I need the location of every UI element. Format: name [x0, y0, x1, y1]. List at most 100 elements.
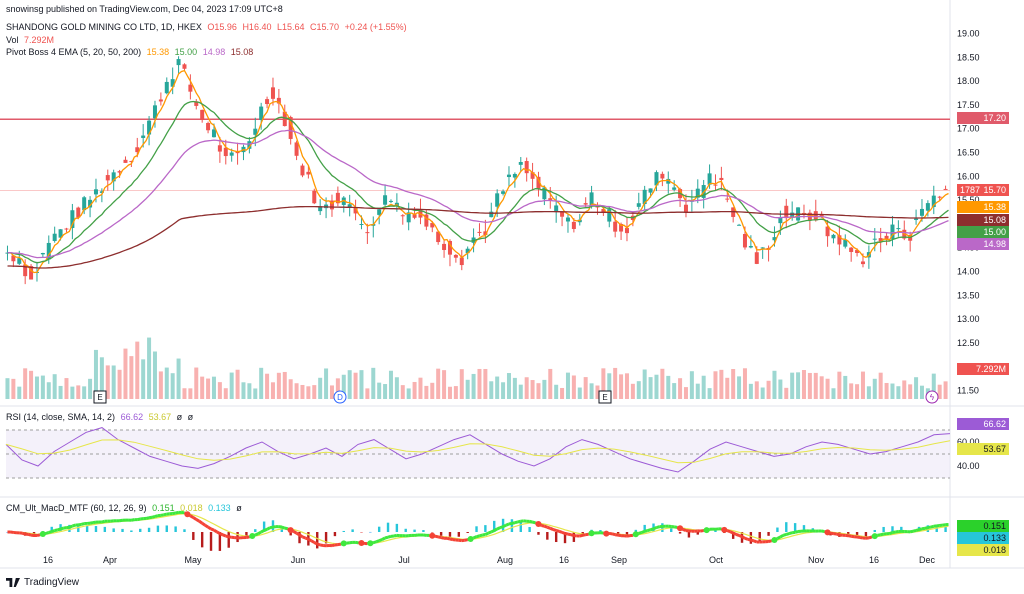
candle-body: [524, 161, 529, 174]
candle-body: [601, 208, 606, 213]
macd-histogram-bar: [404, 528, 407, 532]
volume-bar: [217, 382, 222, 399]
candle-body: [335, 192, 340, 204]
event-marker[interactable]: E: [598, 390, 612, 404]
candle-body: [914, 218, 919, 220]
macd-histogram-bar: [121, 528, 124, 532]
macd-histogram-bar: [218, 532, 222, 551]
macd-line-segment: [868, 535, 873, 540]
candle-body: [329, 200, 334, 210]
event-marker-label: E: [97, 393, 102, 402]
price-tick-label: 17.00: [957, 124, 980, 134]
candle-body: [11, 255, 16, 262]
macd-line-segment: [505, 522, 510, 527]
volume-bar: [518, 384, 523, 399]
macd-line-segment: [552, 528, 557, 532]
low-value: L15.64: [276, 22, 305, 32]
macd-line-segment: [773, 537, 779, 542]
event-marker[interactable]: E: [93, 390, 107, 404]
event-marker[interactable]: D: [333, 390, 347, 404]
volume-bar: [418, 377, 423, 399]
volume-bar: [459, 369, 464, 399]
volume-bar: [648, 377, 653, 399]
volume-bar: [624, 373, 629, 399]
candle-body: [383, 195, 388, 205]
macd-line-segment: [219, 532, 224, 537]
macd-line-segment: [36, 533, 41, 538]
volume-bar: [241, 382, 246, 399]
volume-bar: [383, 384, 388, 399]
x-tick-label: 16: [559, 555, 569, 565]
macd-histogram-bar: [882, 526, 885, 532]
candle-body: [489, 211, 494, 218]
event-marker-shape: [598, 390, 612, 404]
volume-bar: [878, 372, 883, 399]
volume-bar: [259, 367, 264, 399]
macd-line-segment: [213, 528, 218, 534]
macd-histogram-bar: [316, 532, 319, 549]
candle-body: [506, 174, 511, 178]
volume-bar: [394, 377, 399, 399]
macd-line-segment: [446, 536, 451, 541]
macd-label: CM_Ult_MacD_MTF (60, 12, 26, 9): [6, 503, 147, 513]
macd-histogram-bar: [209, 532, 213, 551]
candle-body: [412, 214, 417, 218]
macd-histogram-bar: [245, 532, 248, 537]
candle-body: [778, 217, 783, 224]
macd-histogram-bar: [457, 532, 461, 537]
macd-line-segment: [579, 533, 584, 538]
x-tick-label: 16: [43, 555, 53, 565]
macd-histogram-bar: [767, 532, 770, 536]
ema20-value: 15.00: [174, 47, 198, 57]
macd-histogram-bar: [200, 532, 204, 548]
candle-body: [388, 200, 393, 202]
volume-bar: [52, 374, 57, 399]
macd-line-segment: [437, 535, 442, 540]
candle-body: [270, 87, 275, 99]
macd-histogram-bar: [448, 532, 452, 537]
volume-bar: [501, 382, 506, 399]
candle-body: [772, 237, 777, 241]
volume-bar: [530, 380, 535, 399]
macd-line-segment: [172, 511, 176, 515]
ema-20-line: [7, 100, 949, 264]
macd-line-segment: [909, 529, 914, 534]
volume-bar: [276, 372, 281, 399]
macd-line-segment: [644, 529, 648, 533]
macd-line-segment: [263, 527, 268, 532]
volume-bar: [324, 368, 329, 399]
macd-line-segment: [375, 539, 380, 544]
candle-body: [619, 223, 624, 232]
volume-bar: [335, 378, 340, 399]
ema50-badge: 14.98: [957, 238, 1009, 250]
candle-body: [654, 172, 659, 186]
rsi-band: [6, 430, 950, 478]
macd-histogram-bar: [670, 527, 673, 532]
price-tick-label: 16.00: [957, 171, 980, 181]
macd-line-segment: [647, 528, 652, 533]
volume-legend: Vol 7.292M: [6, 35, 57, 45]
close-value: C15.70: [310, 22, 340, 32]
ema-5-line: [7, 69, 949, 274]
volume-bar: [412, 381, 417, 399]
x-tick-label: Aug: [497, 555, 513, 565]
volume-bar: [388, 370, 393, 399]
macd-line-segment: [682, 528, 687, 533]
macd-value-4: ø: [236, 503, 242, 513]
macd-histogram-bar: [528, 527, 531, 532]
macd-histogram-bar: [678, 532, 682, 534]
volume-bar: [790, 372, 795, 399]
volume-bar: [135, 341, 140, 399]
volume-bar: [778, 379, 783, 399]
volume-bar: [70, 386, 75, 399]
volume-bar: [678, 378, 683, 399]
macd-line-segment: [42, 532, 47, 536]
volume-bar: [288, 379, 293, 399]
macd-histogram-bar: [369, 531, 372, 533]
tradingview-icon: [6, 578, 20, 587]
macd-line-segment: [260, 529, 265, 534]
macd-line-segment: [537, 522, 543, 527]
volume-bar: [760, 387, 765, 399]
macd-legend: CM_Ult_MacD_MTF (60, 12, 26, 9) 0.151 0.…: [6, 503, 245, 513]
